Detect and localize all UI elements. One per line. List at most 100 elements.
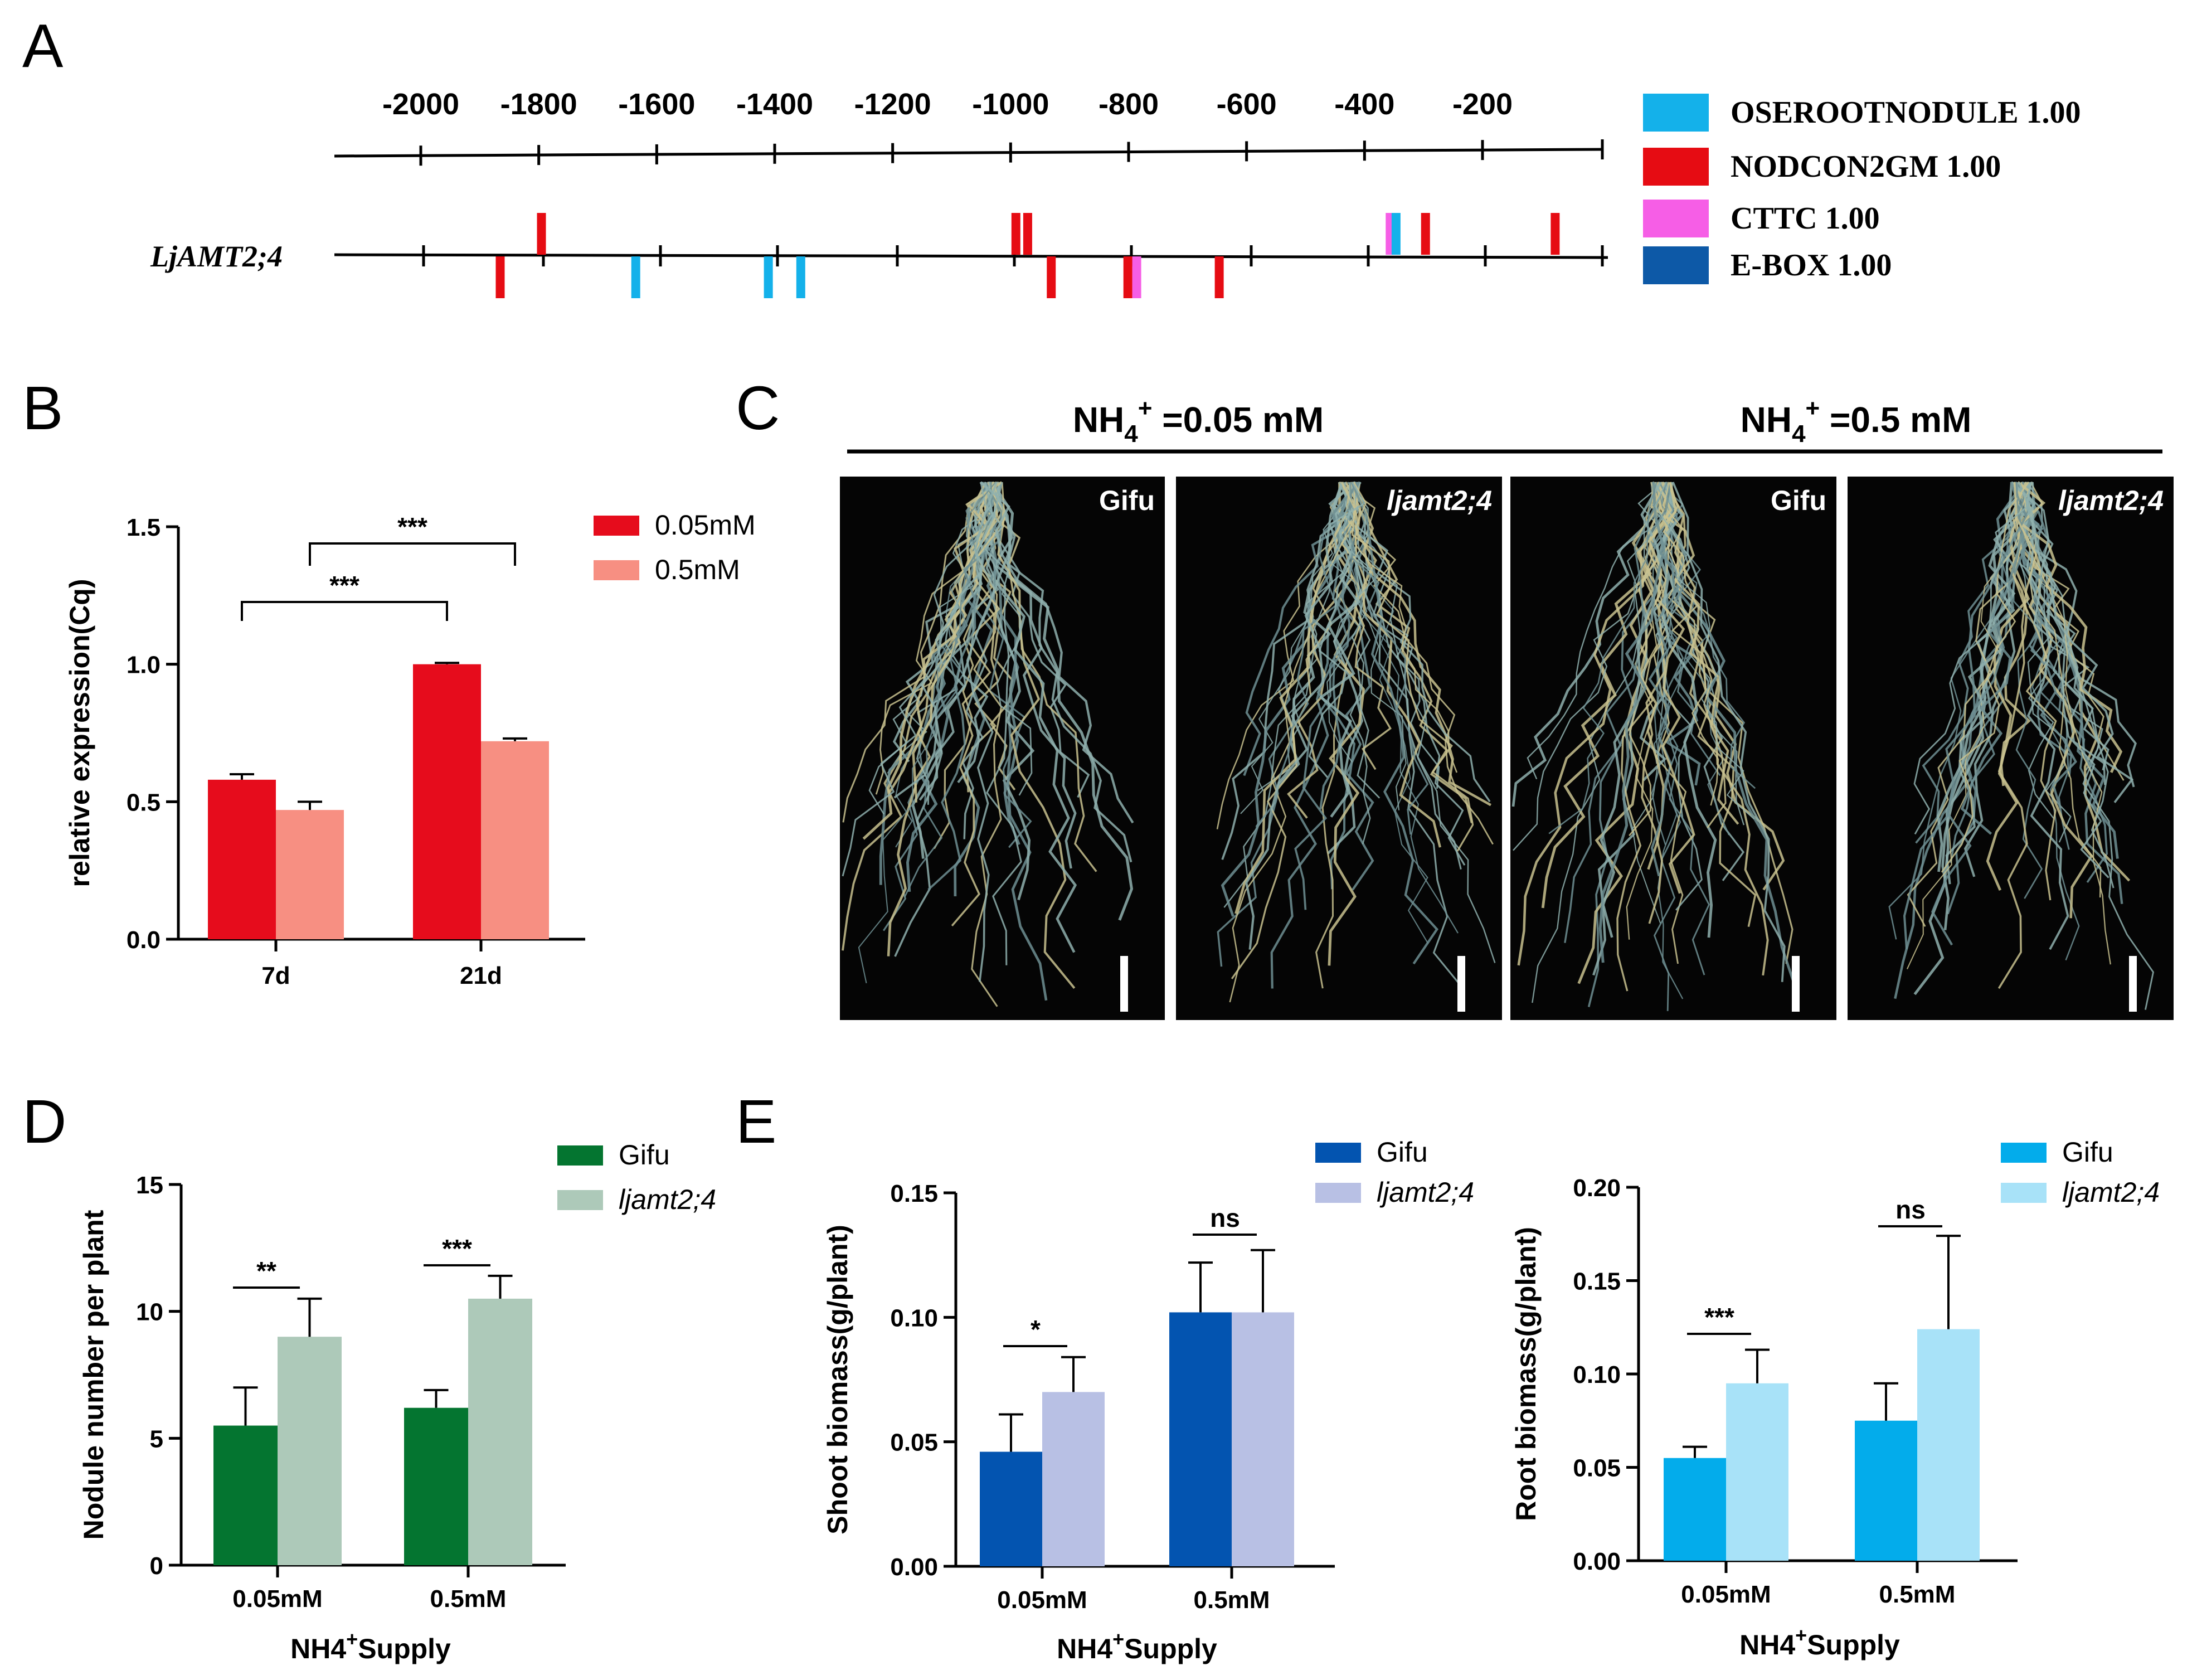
y-tick-label: 0 [150,1552,163,1580]
legend-label-gifu: Gifu [1377,1137,1428,1168]
motif-mark-cttc-1-00 [1132,256,1141,298]
photo-label: ljamt2;4 [2058,485,2164,516]
root-strand [1960,482,2024,835]
y-tick-label: 0.20 [1573,1174,1621,1202]
root-strand [1662,482,1719,806]
root-strand [1647,482,1695,894]
legend-label-nodcon2gm-1-00: NODCON2GM 1.00 [1731,149,2001,184]
root-strand [2016,481,2123,773]
y-axis-title: Root biomass(g/plant) [1510,1227,1542,1521]
significance-label: * [1031,1315,1041,1344]
bar-gifu-0-05mm [980,1451,1042,1566]
gene-label: LjAMT2;4 [150,240,283,273]
root-strand [2010,481,2093,919]
root-strand [1931,482,2031,946]
root-strand [980,482,1016,791]
y-tick-label: 0.0 [127,926,161,954]
motif-mark-nodcon2gm-1-00 [1123,256,1132,298]
root-strand [1950,482,2021,863]
motif-mark-nodcon2gm-1-00 [1421,213,1430,255]
bar-ljamt2-4-0-05mm [1042,1392,1105,1566]
y-tick-label: 10 [136,1299,163,1326]
scale-bar [1457,956,1465,1012]
photo-label: Gifu [1771,485,1826,516]
root-strand [1598,482,1666,963]
root-strand [2018,482,2069,950]
y-tick-label: 1.0 [127,652,161,679]
root-strand [1888,482,2022,940]
motif-mark-oserootnodule-1-00 [1391,213,1401,255]
root-strand [980,482,1032,848]
root-strand [888,481,1003,793]
root-strand [1907,482,2029,927]
legend-label-gifu: Gifu [619,1139,670,1171]
y-tick-label: 0.15 [1573,1268,1621,1295]
motif-mark-nodcon2gm-1-00 [1047,256,1056,298]
ruler-tick-label: -200 [1452,88,1513,121]
condition-label: NH4+ =0.05 mM [1073,395,1324,448]
root-strand [2017,482,2111,965]
root-strand [1646,482,1676,877]
significance-label: ns [1210,1203,1240,1232]
y-tick-label: 15 [136,1172,163,1199]
y-tick-label: 5 [150,1425,163,1453]
bar-0-05mm-7d [208,779,276,939]
panel-letter-b: B [22,374,63,443]
root-strand [1941,482,2030,873]
x-tick-label: 0.5mM [1194,1586,1270,1614]
root-photo: ljamt2;4 [1848,477,2174,1020]
legend-label-ljamt2-4: ljamt2;4 [619,1184,716,1215]
y-axis-title: Shoot biomass(g/plant) [822,1225,853,1535]
x-tick-label: 0.05mM [997,1586,1087,1614]
motif-mark-nodcon2gm-1-00 [1550,213,1560,255]
root-strand [1915,482,2029,844]
root-strand [966,482,997,982]
root-strand [1632,482,1678,924]
legend-label-e-box-1-00: E-BOX 1.00 [1731,248,1892,283]
y-tick-label: 1.5 [127,514,161,541]
bar-gifu-0-05mm [213,1425,278,1565]
y-tick-label: 0.00 [1573,1548,1621,1575]
legend-swatch-e-box-1-00 [1643,246,1709,284]
ruler-axis-line [334,148,1603,158]
legend-swatch-gifu [1315,1143,1361,1163]
motif-mark-nodcon2gm-1-00 [537,213,546,255]
root-strand [1672,482,1786,982]
panel-letter-a: A [22,12,64,80]
root-strand [998,482,1132,863]
root-strand [858,482,997,984]
bar-ljamt2-4-0-5mm [1917,1329,1980,1561]
significance-label: ns [1895,1195,1926,1224]
root-strand [1517,482,1658,966]
panel-letter-c: C [736,374,780,443]
legend-swatch-gifu [2001,1143,2047,1163]
root-strand [1319,482,1360,818]
root-strand [927,482,1003,891]
root-strand [1657,482,1756,789]
x-tick-label: 0.5mM [1879,1581,1956,1608]
x-tick-label: 0.05mM [1681,1581,1771,1608]
ruler-tick-label: -2000 [382,88,459,121]
root-strand [1936,482,2019,872]
root-strand [980,481,1134,824]
significance-bracket [309,542,516,566]
root-strand [1997,482,2038,989]
y-tick-label: 0.10 [1573,1361,1621,1388]
legend-label-oserootnodule-1-00: OSEROOTNODULE 1.00 [1731,95,2081,130]
promoter-diagram: LjAMT2;4 OSEROOTNODULE 1.00 NODCON2GM 1.0… [150,88,2081,298]
root-strand [1221,482,1358,860]
root-strand [985,482,1022,965]
root-strand [1511,482,1666,807]
y-axis-title: Nodule number per plant [78,1210,109,1540]
y-tick-label: 0.10 [890,1304,938,1332]
root-strand [1564,482,1669,943]
bar-gifu-0-5mm [1169,1312,1232,1566]
y-tick-label: 0.00 [890,1553,938,1581]
bar-ljamt2-4-0-05mm [1726,1383,1788,1561]
significance-label: ** [256,1256,276,1285]
legend-label-ljamt2-4: ljamt2;4 [1377,1177,1474,1208]
legend-label-ljamt2-4: ljamt2;4 [2062,1177,2160,1208]
legend-swatch-0-05mm [594,516,639,536]
root-strand [2014,481,2123,904]
x-tick-label: 0.5mM [430,1585,507,1613]
